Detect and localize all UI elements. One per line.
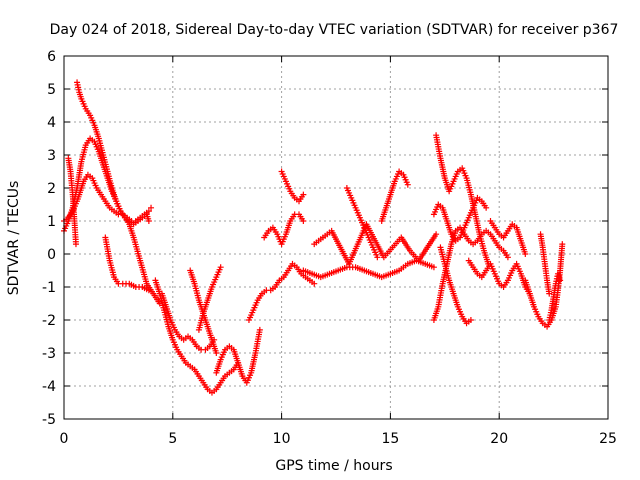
series-track-c (74, 79, 152, 228)
y-tick-label: -2 (42, 313, 56, 329)
y-axis-label: SDTVAR / TECUs (6, 181, 22, 296)
data-point (522, 251, 529, 257)
y-tick-label: 3 (47, 148, 56, 164)
series-track-q (378, 168, 411, 224)
series-track-n (300, 257, 437, 281)
series-track-l (261, 211, 307, 248)
data-layer (61, 79, 566, 396)
data-point (504, 254, 511, 261)
data-point (430, 264, 437, 271)
data-point (546, 290, 553, 297)
x-tick-label: 20 (490, 431, 508, 447)
series-track-g (158, 290, 218, 353)
x-tick-label: 0 (60, 431, 69, 447)
y-tick-label: 4 (47, 115, 56, 131)
series-track-e (102, 234, 152, 294)
series-track-m (278, 168, 307, 205)
series-track-p (343, 185, 381, 261)
data-point (145, 208, 152, 215)
series-track-t (430, 224, 511, 323)
data-point (467, 317, 474, 323)
data-point (145, 218, 152, 224)
data-point (433, 231, 440, 238)
series-track-z (546, 270, 564, 323)
y-tick-label: -1 (42, 280, 56, 296)
data-point (557, 277, 564, 284)
data-point (483, 204, 490, 211)
y-tick-label: 5 (47, 82, 56, 98)
data-point (217, 264, 224, 271)
series-track-k (245, 260, 318, 323)
data-point (374, 254, 381, 261)
series-track-u (437, 244, 474, 327)
data-point (300, 191, 307, 198)
series-track-v (465, 257, 533, 297)
data-point (72, 241, 79, 248)
x-axis-label: GPS time / hours (275, 458, 392, 474)
y-tick-label: 6 (47, 49, 56, 65)
series-track-j (213, 326, 263, 386)
series-track-d (65, 155, 79, 248)
series-track-w (487, 218, 529, 257)
tick-layer: 0 5 10 15 20 25 -5 -4 -3 -2 -1 0 1 2 3 4 5 6 (42, 49, 617, 447)
series-track-y (537, 231, 553, 297)
plot-frame (63, 55, 609, 420)
series-track-r (430, 194, 490, 244)
x-tick-label: 15 (381, 431, 399, 447)
series-track-i (195, 264, 224, 333)
y-tick-label: -4 (42, 379, 56, 395)
series-track-o (311, 221, 440, 267)
data-point (404, 181, 411, 188)
y-tick-label: 0 (47, 247, 56, 263)
data-point (300, 218, 307, 224)
series-track-h (187, 267, 220, 356)
data-point (148, 204, 155, 211)
series-track-s (433, 132, 492, 267)
x-tick-label: 25 (599, 431, 617, 447)
x-tick-label: 5 (168, 431, 177, 447)
data-point (311, 280, 318, 287)
y-tick-label: -3 (42, 346, 56, 362)
x-tick-label: 10 (273, 431, 291, 447)
y-tick-label: 2 (47, 181, 56, 197)
y-tick-label: 1 (47, 214, 56, 230)
data-point (256, 326, 263, 333)
data-point (559, 241, 566, 248)
grid-layer (64, 56, 608, 419)
data-point (213, 350, 220, 356)
y-tick-label: -5 (42, 412, 56, 428)
series-track-x (522, 241, 566, 330)
chart-title: Day 024 of 2018, Sidereal Day-to-day VTE… (50, 22, 619, 38)
data-point (145, 287, 152, 294)
